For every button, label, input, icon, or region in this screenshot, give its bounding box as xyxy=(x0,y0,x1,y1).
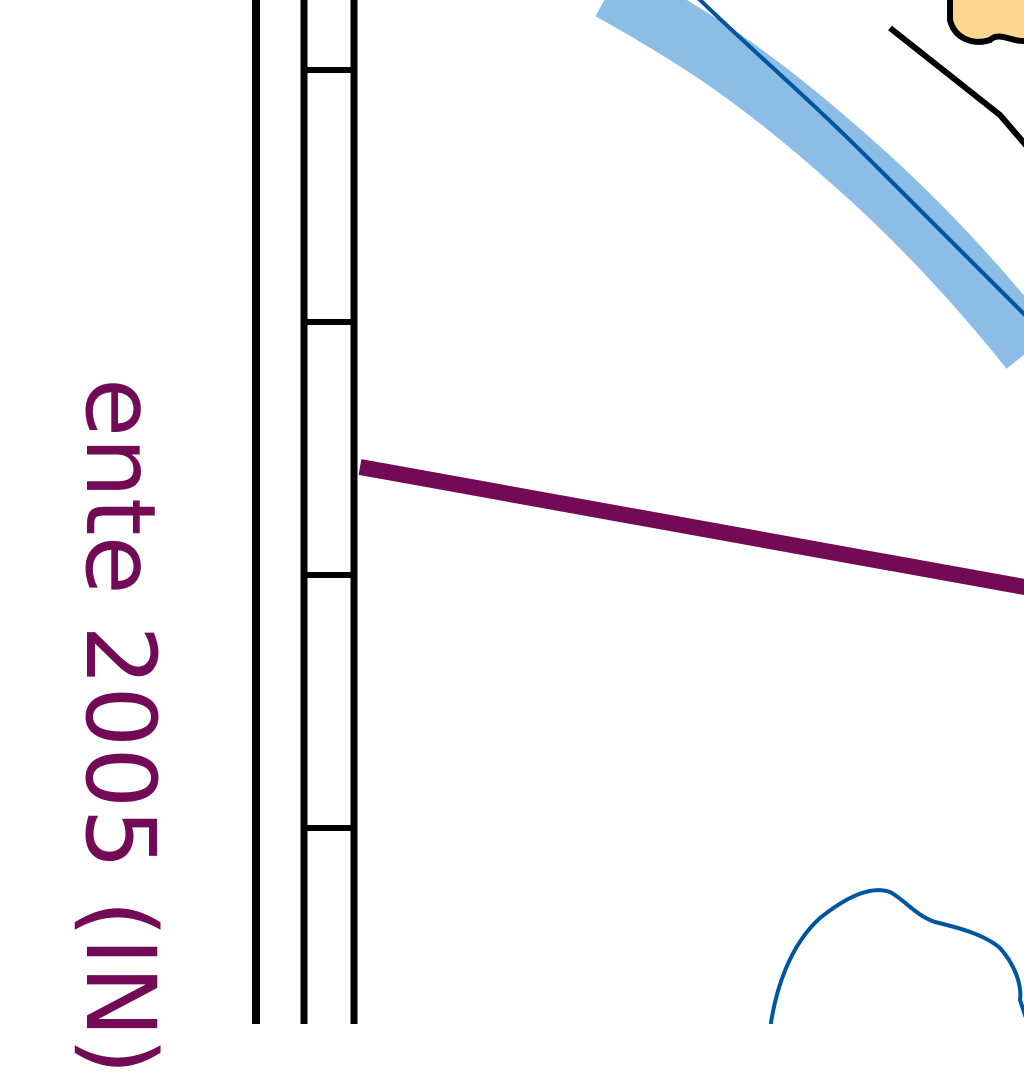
map-canvas xyxy=(252,0,1024,1024)
river xyxy=(595,0,1024,369)
settlement-fill xyxy=(947,0,1024,45)
river-centerline xyxy=(697,0,1024,317)
settlement-area xyxy=(888,0,1024,148)
boundary-line xyxy=(358,459,1024,596)
lake-outline xyxy=(768,888,1024,1024)
scale-ticks xyxy=(304,67,354,831)
river-buffer xyxy=(595,0,1024,369)
map-side-label: ente 2005 (IN) xyxy=(64,378,176,1075)
map-frame xyxy=(252,0,358,1024)
settlement-edge-line xyxy=(888,25,1024,148)
